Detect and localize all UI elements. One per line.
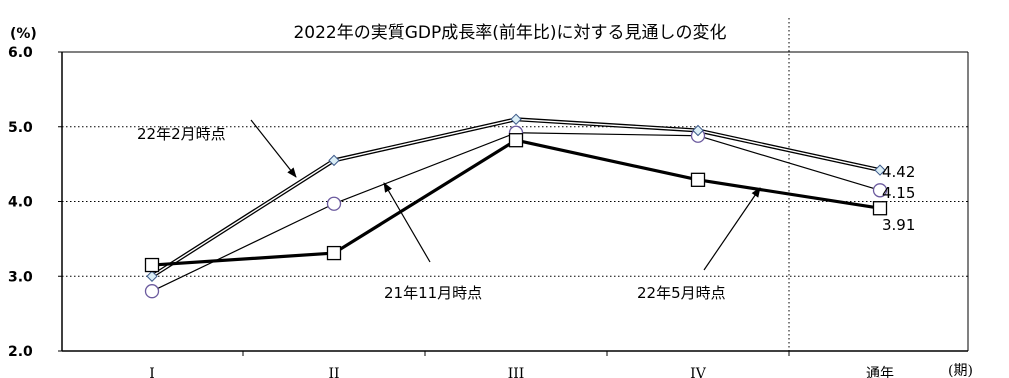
series-point-may22 bbox=[690, 172, 706, 187]
chart-title: 2022年の実質GDP成長率(前年比)に対する見通しの変化 bbox=[293, 23, 726, 43]
series-point-nov21 bbox=[872, 183, 888, 198]
arrow-nov21 bbox=[383, 182, 431, 263]
y-axis-label: (%) bbox=[10, 26, 37, 42]
series-lines bbox=[144, 113, 888, 299]
series-line-may22 bbox=[151, 138, 881, 267]
series-label-feb22: 22年2月時点 bbox=[137, 125, 226, 143]
series-point-feb22 bbox=[328, 154, 340, 167]
series-point-may22 bbox=[508, 133, 524, 148]
x-tick-label: IV bbox=[690, 366, 707, 378]
y-tick-label: 4.0 bbox=[8, 195, 33, 211]
x-tick-label: 通年 bbox=[866, 366, 894, 378]
series-point-may22 bbox=[872, 201, 888, 216]
x-tick-label: II bbox=[328, 366, 339, 378]
series-line-nov21 bbox=[151, 132, 881, 292]
y-tick-label: 6.0 bbox=[8, 45, 33, 61]
series-label-nov21: 21年11月時点 bbox=[384, 284, 482, 302]
series-point-may22 bbox=[144, 257, 160, 273]
x-tick-label: III bbox=[508, 366, 525, 378]
chart-text: 2022年の実質GDP成長率(前年比)に対する見通しの変化 (%) (期) 22… bbox=[8, 23, 973, 378]
y-tick-label: 2.0 bbox=[8, 344, 33, 360]
value-label-feb22-annual: 4.42 bbox=[882, 163, 915, 181]
x-tick-label: I bbox=[149, 366, 155, 378]
y-tick-label: 5.0 bbox=[8, 120, 33, 136]
value-label-may22-annual: 3.91 bbox=[882, 216, 915, 234]
series-point-feb22 bbox=[510, 113, 522, 125]
y-tick-label: 3.0 bbox=[8, 269, 33, 285]
series-point-feb22 bbox=[874, 164, 886, 176]
grid bbox=[62, 18, 968, 351]
series-point-may22 bbox=[326, 245, 342, 261]
arrow-may22 bbox=[703, 187, 761, 271]
series-point-nov21 bbox=[326, 196, 342, 211]
series-point-nov21 bbox=[144, 284, 160, 299]
value-label-nov21-annual: 4.15 bbox=[882, 184, 915, 202]
axes bbox=[58, 51, 969, 356]
x-axis-label: (期) bbox=[948, 363, 973, 378]
series-point-feb22 bbox=[692, 124, 704, 137]
annotation-arrows bbox=[250, 119, 761, 271]
series-point-feb22 bbox=[146, 270, 158, 282]
series-label-may22: 22年5月時点 bbox=[637, 284, 726, 302]
arrow-feb22 bbox=[250, 119, 297, 178]
